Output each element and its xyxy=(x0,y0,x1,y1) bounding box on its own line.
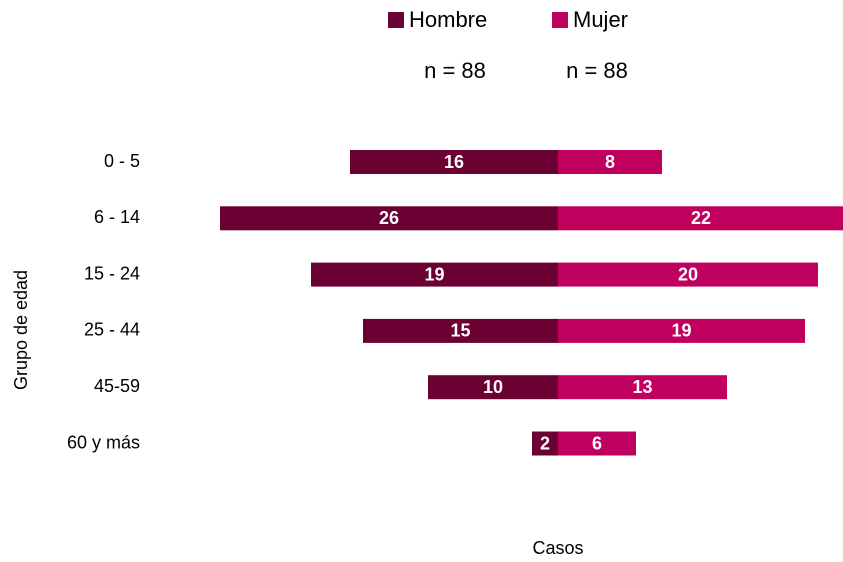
bar xyxy=(350,150,558,174)
category-label: 60 y más xyxy=(67,432,140,452)
y-axis-label: Grupo de edad xyxy=(11,270,31,390)
data-label: 20 xyxy=(678,264,698,284)
data-label: 2 xyxy=(540,433,550,453)
bar xyxy=(558,262,818,287)
bar xyxy=(558,206,843,231)
data-label: 10 xyxy=(483,377,503,397)
data-label: 19 xyxy=(671,321,691,341)
x-axis-label: Casos xyxy=(532,538,583,558)
legend-label: Hombre xyxy=(409,7,487,32)
data-label: 8 xyxy=(605,152,615,172)
annotation: n = 88 xyxy=(566,58,628,83)
bar xyxy=(311,262,558,287)
data-label: 26 xyxy=(379,208,399,228)
bar xyxy=(558,318,805,343)
bar xyxy=(532,431,558,456)
legend-swatch xyxy=(388,12,404,28)
annotation: n = 88 xyxy=(424,58,486,83)
category-label: 15 - 24 xyxy=(84,263,140,283)
data-label: 15 xyxy=(450,321,470,341)
bar xyxy=(558,150,662,174)
bar xyxy=(220,206,558,231)
bar xyxy=(428,375,558,400)
data-label: 13 xyxy=(632,377,652,397)
legend-swatch xyxy=(552,12,568,28)
legend-label: Mujer xyxy=(573,7,628,32)
bar xyxy=(558,431,636,456)
data-label: 19 xyxy=(424,264,444,284)
category-label: 6 - 14 xyxy=(94,207,140,227)
category-label: 25 - 44 xyxy=(84,320,140,340)
data-label: 16 xyxy=(444,152,464,172)
data-label: 22 xyxy=(691,208,711,228)
category-label: 0 - 5 xyxy=(104,151,140,171)
bar xyxy=(558,375,727,400)
bar xyxy=(363,318,558,343)
category-label: 45-59 xyxy=(94,376,140,396)
data-label: 6 xyxy=(592,433,602,453)
